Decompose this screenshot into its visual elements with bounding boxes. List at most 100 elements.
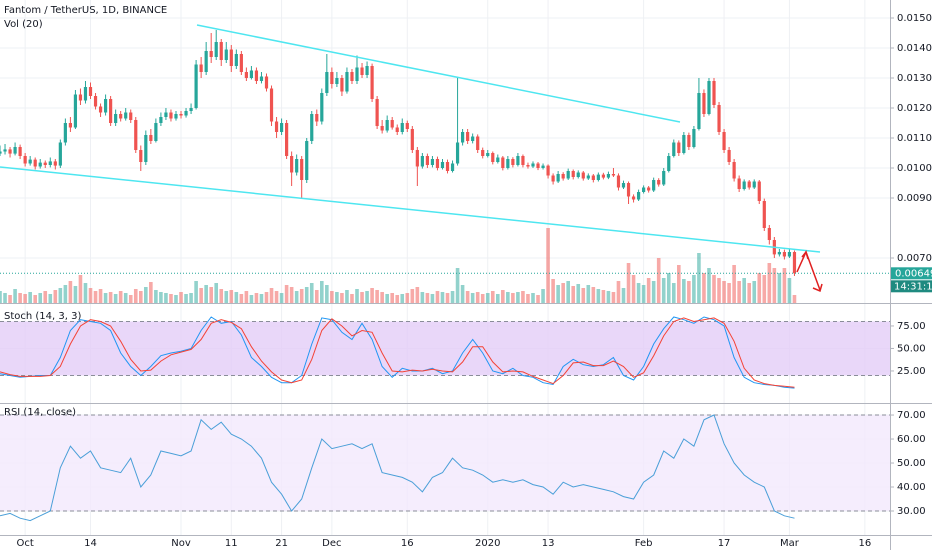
candle-body (360, 67, 364, 75)
candle-body (762, 201, 766, 228)
volume-bar (546, 228, 550, 303)
chart-title: Fantom / TetherUS, 1D, BINANCE (4, 5, 167, 16)
volume-bar (219, 289, 224, 303)
volume-bar (450, 291, 455, 303)
volume-bar (13, 289, 17, 303)
volume-bar (28, 292, 32, 303)
volume-bar (495, 294, 500, 303)
last-price-label: 0.00649 (895, 268, 932, 279)
candle-body (144, 135, 148, 162)
volume-bar (309, 283, 314, 303)
candle-body (460, 132, 465, 143)
candle-body (631, 196, 636, 200)
candle-body (571, 171, 575, 177)
arrow-head (812, 283, 823, 293)
volume-bar (194, 281, 198, 303)
candle-body (420, 156, 424, 167)
candle-body (345, 72, 349, 92)
volume-bar (43, 291, 48, 303)
candle-body (455, 142, 460, 164)
candle-body (370, 66, 374, 99)
volume-bar (3, 293, 7, 303)
candle-body (68, 123, 72, 128)
candle-body (199, 64, 203, 72)
volume-bar (224, 291, 229, 303)
volume-bar (350, 294, 354, 303)
volume-bar (511, 293, 515, 303)
candle-body (626, 183, 631, 197)
candle-body (154, 123, 158, 141)
candle-body (521, 156, 525, 165)
volume-bar (516, 292, 520, 303)
candle-body (8, 149, 12, 154)
volume-bar (787, 278, 792, 303)
candle-body (717, 105, 721, 132)
candle-body (18, 147, 22, 156)
candle-body (747, 181, 751, 188)
candle-body (244, 72, 248, 78)
candle-body (184, 111, 188, 116)
volume-bar (445, 293, 450, 303)
candle-body (28, 159, 32, 164)
candle-body (657, 180, 661, 185)
candle-body (234, 54, 238, 66)
volume-bar (375, 290, 379, 303)
candle-body (224, 49, 228, 60)
candle-body (209, 51, 213, 57)
candle-body (310, 114, 314, 141)
volume-bar (536, 295, 540, 303)
candle-body (325, 72, 329, 93)
volume-bar (149, 282, 153, 303)
candle-body (119, 114, 123, 119)
volume-bar (747, 283, 752, 303)
candle-body (435, 159, 440, 168)
volume-bar (501, 290, 505, 303)
volume-bar (48, 294, 53, 303)
volume-bar (289, 287, 294, 303)
volume-bar (415, 287, 420, 303)
volume-bar (485, 293, 490, 303)
volume-bar (199, 288, 203, 303)
volume-bar (636, 283, 641, 303)
volume-bar (88, 288, 93, 303)
candle-body (516, 156, 520, 165)
volume-bar (138, 291, 143, 303)
x-tick-label: 17 (718, 538, 731, 549)
candle-body (395, 127, 399, 132)
volume-bar (209, 287, 213, 303)
candle-body (737, 178, 741, 189)
volume-bar (0, 291, 2, 303)
volume-bar (365, 291, 369, 303)
volume-bar (561, 283, 565, 303)
last-price-box (891, 267, 932, 280)
candle-body (264, 76, 269, 89)
candle-body (471, 136, 475, 141)
candle-body (33, 159, 37, 167)
candle-body (415, 150, 419, 167)
candle-body (777, 252, 781, 255)
candle-body (551, 175, 555, 182)
trend-line (0, 166, 821, 253)
volume-bar (53, 290, 58, 303)
stoch-title: Stoch (14, 3, 3) (4, 311, 81, 322)
volume-bar (646, 278, 651, 303)
candle-body (531, 163, 535, 167)
candle-body (566, 171, 570, 179)
volume-bar (320, 281, 324, 303)
candle-body (214, 42, 218, 57)
volume-bar (169, 294, 173, 303)
candle-body (586, 175, 590, 179)
volume-bar (737, 281, 741, 303)
volume-bar (78, 275, 83, 303)
candle-body (109, 99, 113, 123)
volume-bar (626, 263, 631, 303)
candle-body (481, 150, 485, 156)
candle-body (194, 64, 198, 108)
volume-bar (63, 285, 68, 303)
volume-bar (400, 294, 405, 303)
candle-body (159, 117, 163, 123)
